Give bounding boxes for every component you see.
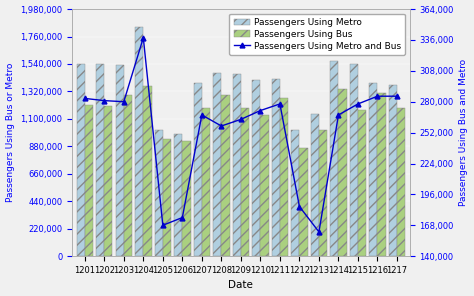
Bar [104,106,112,256]
Bar [163,139,171,256]
Bar [241,108,249,256]
Bar [311,114,319,256]
Bar [174,134,182,256]
Bar [358,110,366,256]
Bar [252,80,260,256]
Bar [77,64,85,256]
Y-axis label: Passengers Using Bus or Metro: Passengers Using Bus or Metro [6,63,15,202]
Bar [194,83,202,256]
Bar [221,95,229,256]
Bar [377,93,386,256]
Bar [143,86,152,256]
Bar [369,83,377,256]
Bar [202,108,210,256]
Bar [96,64,104,256]
Bar [280,98,288,256]
Bar [338,89,346,256]
Bar [272,79,280,256]
X-axis label: Date: Date [228,280,253,290]
Legend: Passengers Using Metro, Passengers Using Bus, Passengers Using Metro and Bus: Passengers Using Metro, Passengers Using… [229,14,405,55]
Bar [116,65,124,256]
Bar [135,27,143,256]
Bar [319,130,327,256]
Bar [350,64,358,256]
Bar [124,95,132,256]
Bar [397,108,405,256]
Bar [85,105,93,256]
Bar [155,130,163,256]
Bar [182,141,191,256]
Bar [389,85,397,256]
Bar [291,130,300,256]
Bar [330,62,338,256]
Bar [260,115,269,256]
Bar [300,148,308,256]
Bar [233,74,241,256]
Y-axis label: Passengers Using Bus and Metro: Passengers Using Bus and Metro [459,59,468,206]
Bar [213,73,221,256]
